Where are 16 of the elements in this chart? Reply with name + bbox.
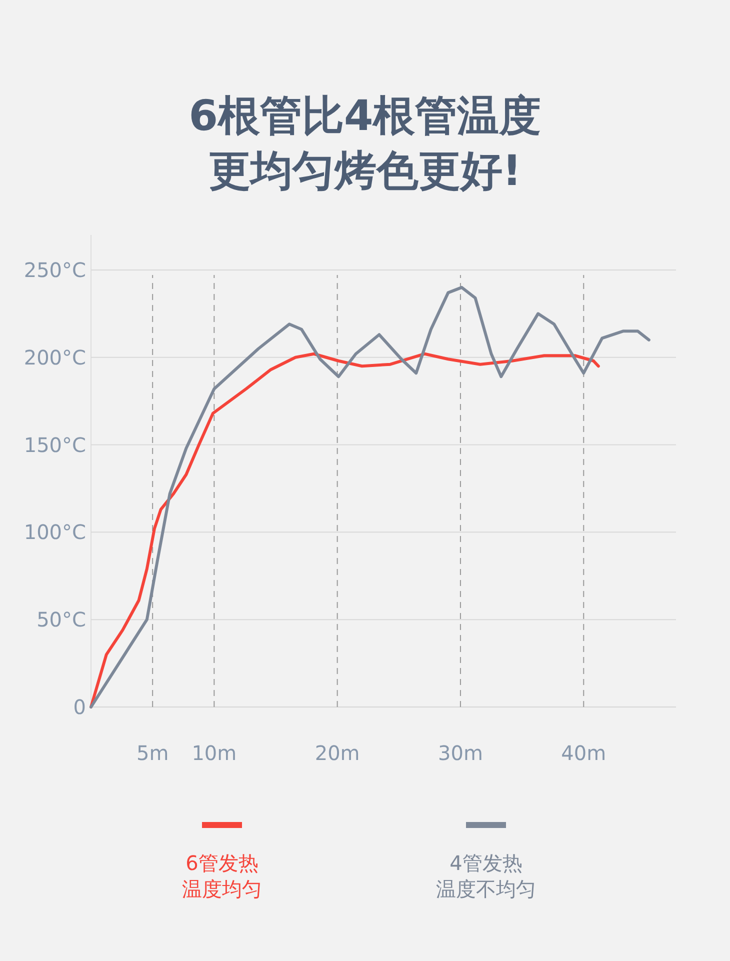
y-tick-label: 50°C — [36, 608, 86, 632]
y-tick-label: 150°C — [24, 432, 86, 457]
y-tick-label: 100°C — [24, 520, 86, 544]
legend-label: 6管发热温度均匀 — [182, 851, 262, 901]
line-series — [90, 352, 600, 708]
x-tick-label: 30m — [438, 741, 483, 765]
y-tick-label: 200°C — [24, 345, 86, 370]
y-tick-label: 250°C — [24, 258, 86, 282]
chart-title: 6根管比4根管温度更均匀烤色更好! — [188, 90, 542, 197]
x-tick-label: 20m — [314, 741, 360, 765]
y-tick-label: 0 — [73, 695, 86, 719]
x-tick-label: 10m — [192, 741, 237, 765]
legend-label: 4管发热温度不均匀 — [436, 851, 536, 901]
line-series — [90, 286, 650, 708]
x-tick-label: 5m — [136, 741, 169, 765]
x-tick-label: 40m — [561, 741, 606, 765]
